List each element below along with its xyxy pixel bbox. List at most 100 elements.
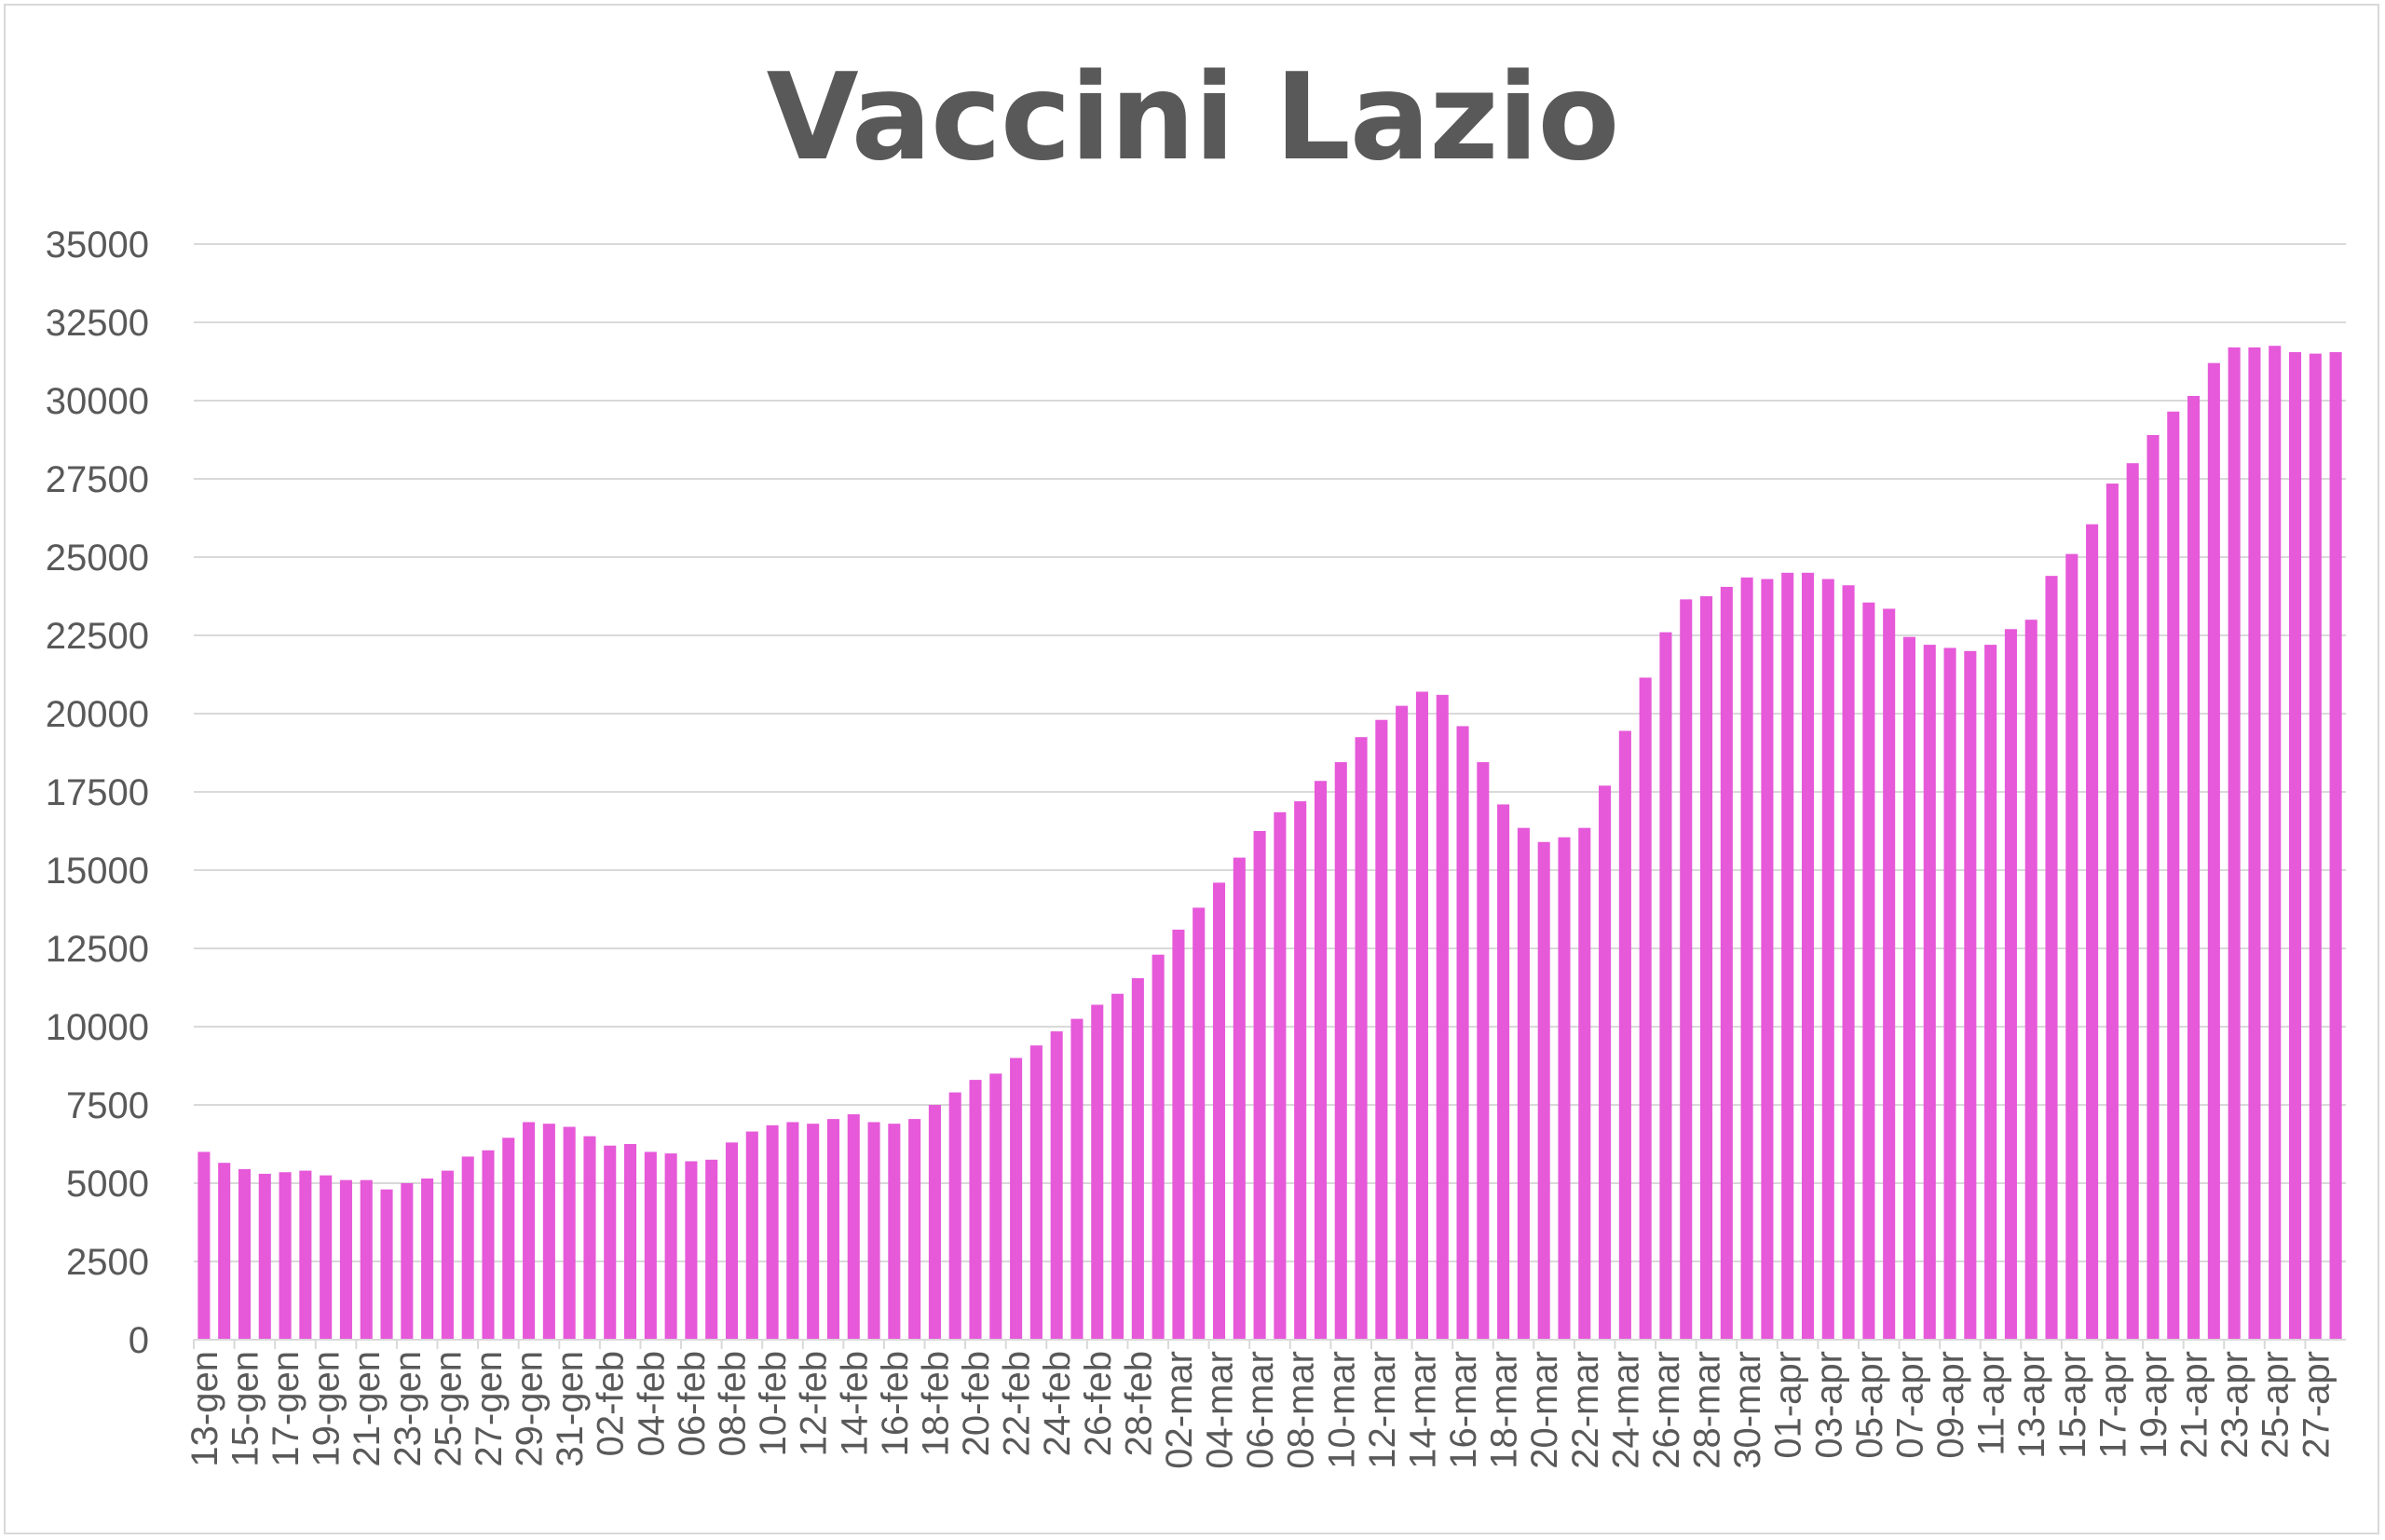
bar (1862, 602, 1875, 1340)
bar (2065, 553, 2078, 1340)
chart-title: Vaccini Lazio (766, 48, 1620, 187)
bar (2309, 353, 2322, 1341)
x-tick-label: 05-apr (1849, 1351, 1890, 1459)
bar (847, 1114, 860, 1340)
bar (1152, 954, 1165, 1340)
bar (1781, 572, 1794, 1340)
x-tick-label: 27-gen (469, 1351, 510, 1467)
bar (624, 1144, 637, 1340)
bar (1984, 645, 1997, 1340)
bar (1902, 636, 1915, 1340)
bar (685, 1161, 698, 1340)
bar (2167, 411, 2180, 1340)
x-tick-label: 23-apr (2215, 1351, 2256, 1459)
y-tick-label: 0 (129, 1320, 149, 1361)
bar (218, 1163, 231, 1340)
bar (1578, 827, 1591, 1340)
bar (1842, 585, 1855, 1340)
bar (1883, 608, 1896, 1340)
bar (604, 1145, 617, 1340)
x-tick-label: 18-mar (1484, 1351, 1525, 1469)
x-tick-label: 19-gen (307, 1351, 348, 1467)
x-tick-label: 09-apr (1930, 1351, 1971, 1459)
bar (745, 1131, 758, 1340)
x-tick-label: 08-mar (1281, 1351, 1322, 1469)
y-tick-label: 25000 (46, 538, 149, 579)
bar (502, 1138, 515, 1340)
bar (725, 1142, 739, 1340)
y-tick-label: 27500 (46, 459, 149, 500)
y-tick-label: 15000 (46, 851, 149, 892)
x-tick-label: 25-gen (428, 1351, 469, 1467)
x-tick-label: 25-apr (2256, 1351, 2296, 1459)
bar (421, 1178, 434, 1340)
bar (2146, 434, 2160, 1341)
bar (1801, 572, 1815, 1340)
bar (1294, 801, 1307, 1340)
x-tick-label: 06-feb (672, 1351, 713, 1456)
bar (1618, 730, 1631, 1340)
bars (198, 346, 2342, 1341)
x-tick-label: 28-feb (1118, 1351, 1159, 1456)
bar (1070, 1018, 1083, 1340)
bar (1050, 1031, 1063, 1340)
x-tick-label: 22-mar (1565, 1351, 1606, 1469)
bar (786, 1122, 799, 1340)
y-tick-label: 20000 (46, 694, 149, 735)
bar (1233, 857, 1246, 1340)
bar (339, 1179, 352, 1340)
x-tick-label: 14-feb (834, 1351, 875, 1456)
bar (380, 1189, 393, 1340)
x-tick-label: 07-apr (1889, 1351, 1930, 1459)
x-tick-label: 02-mar (1159, 1351, 1200, 1469)
x-tick-label: 13-apr (2011, 1351, 2052, 1459)
bar (1111, 993, 1124, 1340)
bar (1415, 691, 1428, 1340)
bar (401, 1183, 414, 1340)
bar (989, 1073, 1002, 1340)
x-tick-label: 18-feb (915, 1351, 956, 1456)
bar (2228, 347, 2241, 1340)
x-tick-label: 26-feb (1078, 1351, 1119, 1456)
bar (360, 1179, 373, 1340)
bar (867, 1122, 880, 1340)
bar (1720, 586, 1733, 1340)
x-tick-label: 03-apr (1808, 1351, 1849, 1459)
gridlines (194, 243, 2346, 1262)
bar (2086, 524, 2099, 1340)
bar (705, 1159, 718, 1340)
bar (1212, 882, 1226, 1340)
chart-frame (4, 4, 2379, 1534)
bar (1010, 1057, 1023, 1340)
bar (1172, 929, 1185, 1340)
x-tick-label: 24-feb (1037, 1351, 1078, 1456)
y-tick-label: 12500 (46, 929, 149, 970)
bar (1477, 762, 1490, 1340)
bar (2248, 347, 2261, 1340)
y-tick-label: 35000 (46, 225, 149, 266)
y-tick-label: 30000 (46, 381, 149, 422)
bar (299, 1170, 312, 1340)
bar (1599, 785, 1612, 1340)
x-tick-label: 12-mar (1362, 1351, 1403, 1469)
x-tick-label: 15-gen (225, 1351, 266, 1467)
y-tick-label: 10000 (46, 1007, 149, 1048)
bar (1680, 599, 1693, 1340)
x-tick-label: 26-mar (1646, 1351, 1687, 1469)
bar (928, 1105, 941, 1340)
x-tick-label: 15-apr (2052, 1351, 2093, 1459)
bar (1537, 841, 1550, 1340)
bar (1192, 907, 1206, 1340)
x-tick-label: 06-mar (1240, 1351, 1281, 1469)
x-tick-label: 13-gen (184, 1351, 225, 1467)
bar (1740, 577, 1753, 1340)
bar (888, 1124, 901, 1340)
bar (807, 1124, 820, 1340)
bar (1761, 579, 1774, 1340)
bar (908, 1119, 921, 1340)
y-tick-label: 22500 (46, 616, 149, 657)
bar (1091, 1004, 1104, 1340)
bar (766, 1124, 779, 1340)
bar (1497, 804, 1510, 1340)
bar (1821, 579, 1834, 1340)
